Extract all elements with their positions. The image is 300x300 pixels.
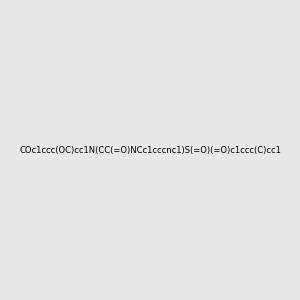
Text: COc1ccc(OC)cc1N(CC(=O)NCc1cccnc1)S(=O)(=O)c1ccc(C)cc1: COc1ccc(OC)cc1N(CC(=O)NCc1cccnc1)S(=O)(=… bbox=[19, 146, 281, 154]
